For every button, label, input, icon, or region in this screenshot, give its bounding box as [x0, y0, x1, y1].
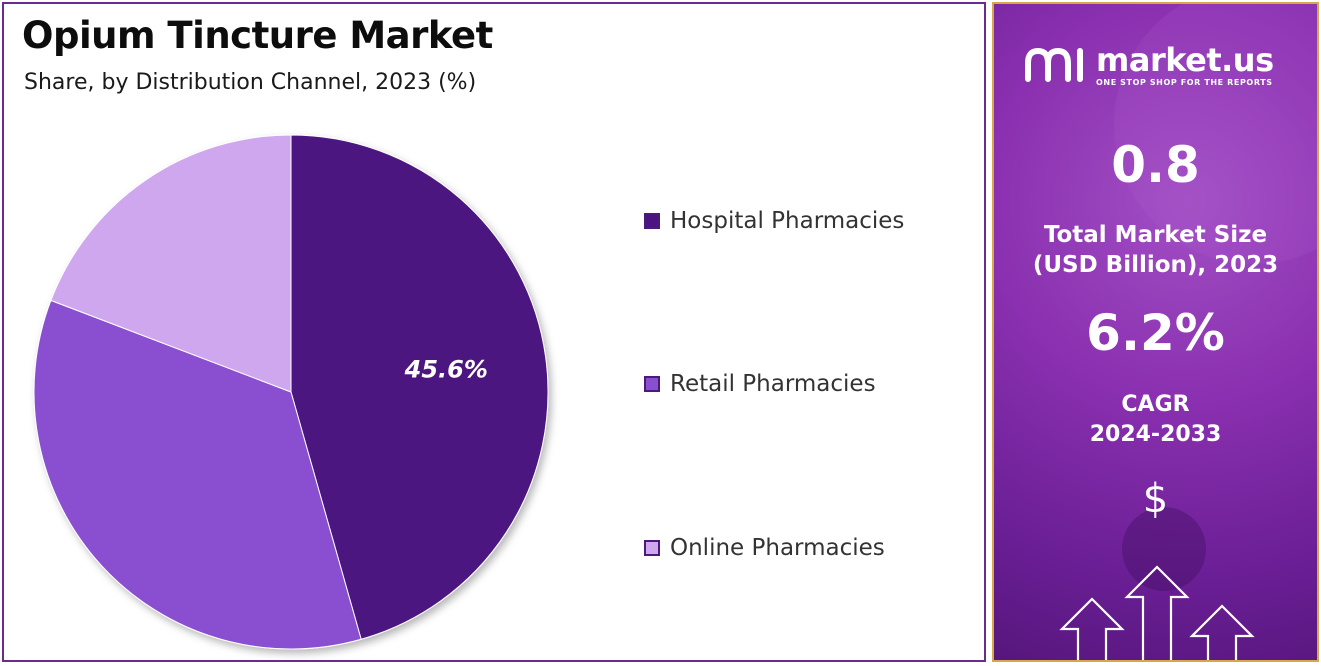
- market-size-label: Total Market Size (USD Billion), 2023: [994, 220, 1317, 280]
- pie-data-label: 45.6%: [404, 355, 488, 383]
- legend-item: Online Pharmacies: [644, 535, 885, 561]
- brand-logo: market.us ONE STOP SHOP FOR THE REPORTS: [1024, 44, 1274, 87]
- brand-tagline: ONE STOP SHOP FOR THE REPORTS: [1096, 78, 1273, 87]
- market-size-label-line2: (USD Billion), 2023: [1032, 252, 1279, 278]
- cagr-label-line2: 2024-2033: [1089, 422, 1222, 447]
- cagr-value: 6.2%: [1086, 304, 1225, 362]
- cagr-label-line1: CAGR: [1121, 392, 1190, 417]
- legend-label: Hospital Pharmacies: [670, 208, 905, 234]
- legend-swatch: [644, 376, 660, 392]
- chart-panel: Opium Tincture Market Share, by Distribu…: [2, 2, 986, 662]
- pie-chart: 45.6%: [33, 134, 549, 650]
- pie-slice-retail-pharmacies: [33, 299, 362, 650]
- chart-subtitle: Share, by Distribution Channel, 2023 (%): [24, 70, 477, 95]
- pie-slice-hospital-pharmacies: [290, 134, 549, 640]
- pie-slice-online-pharmacies: [50, 134, 292, 393]
- legend-swatch: [644, 213, 660, 229]
- legend-item: Hospital Pharmacies: [644, 208, 904, 234]
- legend-label: Retail Pharmacies: [670, 371, 876, 397]
- dollar-icon: $: [1142, 476, 1169, 522]
- summary-panel: market.us ONE STOP SHOP FOR THE REPORTS …: [992, 2, 1319, 662]
- background-decoration: [1059, 4, 1317, 660]
- legend-item: Retail Pharmacies: [644, 371, 876, 397]
- cagr-label: CAGR 2024-2033: [994, 390, 1317, 450]
- market-size-label-line1: Total Market Size: [1043, 222, 1268, 248]
- legend-swatch: [644, 540, 660, 556]
- legend-label: Online Pharmacies: [670, 535, 885, 561]
- brand-name: market.us: [1096, 41, 1274, 79]
- growth-arrows-icon: [1059, 565, 1255, 660]
- chart-title: Opium Tincture Market: [22, 14, 493, 57]
- market-size-value: 0.8: [1111, 136, 1200, 194]
- market-us-logo-icon: [1025, 47, 1083, 82]
